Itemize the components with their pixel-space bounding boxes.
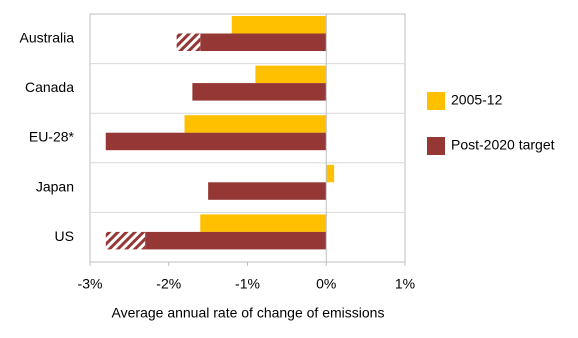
range-bar xyxy=(176,33,201,51)
x-tick-label: -1% xyxy=(235,276,260,292)
legend-swatch xyxy=(427,92,445,110)
bar xyxy=(105,132,327,151)
bar xyxy=(145,231,327,250)
bar xyxy=(255,65,327,84)
x-tick-label: 0% xyxy=(316,276,336,292)
bar xyxy=(200,33,327,51)
x-tick-label: 1% xyxy=(395,276,415,292)
bar xyxy=(208,182,327,200)
bar xyxy=(326,164,335,183)
y-tick-label: Australia xyxy=(20,30,75,46)
bar xyxy=(184,115,327,133)
x-axis-title: Average annual rate of change of emissio… xyxy=(112,305,385,321)
range-bar xyxy=(105,231,146,250)
y-tick-label: Japan xyxy=(36,178,74,194)
x-tick-label: -2% xyxy=(156,276,181,292)
legend-label: Post-2020 target xyxy=(451,137,555,153)
bar xyxy=(192,83,327,101)
bar xyxy=(231,16,327,34)
legend-label: 2005-12 xyxy=(451,92,503,108)
bar xyxy=(200,214,327,232)
y-tick-label: US xyxy=(55,228,74,244)
legend-swatch xyxy=(427,137,445,155)
y-tick-label: EU-28* xyxy=(29,129,75,145)
y-tick-label: Canada xyxy=(25,79,74,95)
x-tick-label: -3% xyxy=(78,276,103,292)
